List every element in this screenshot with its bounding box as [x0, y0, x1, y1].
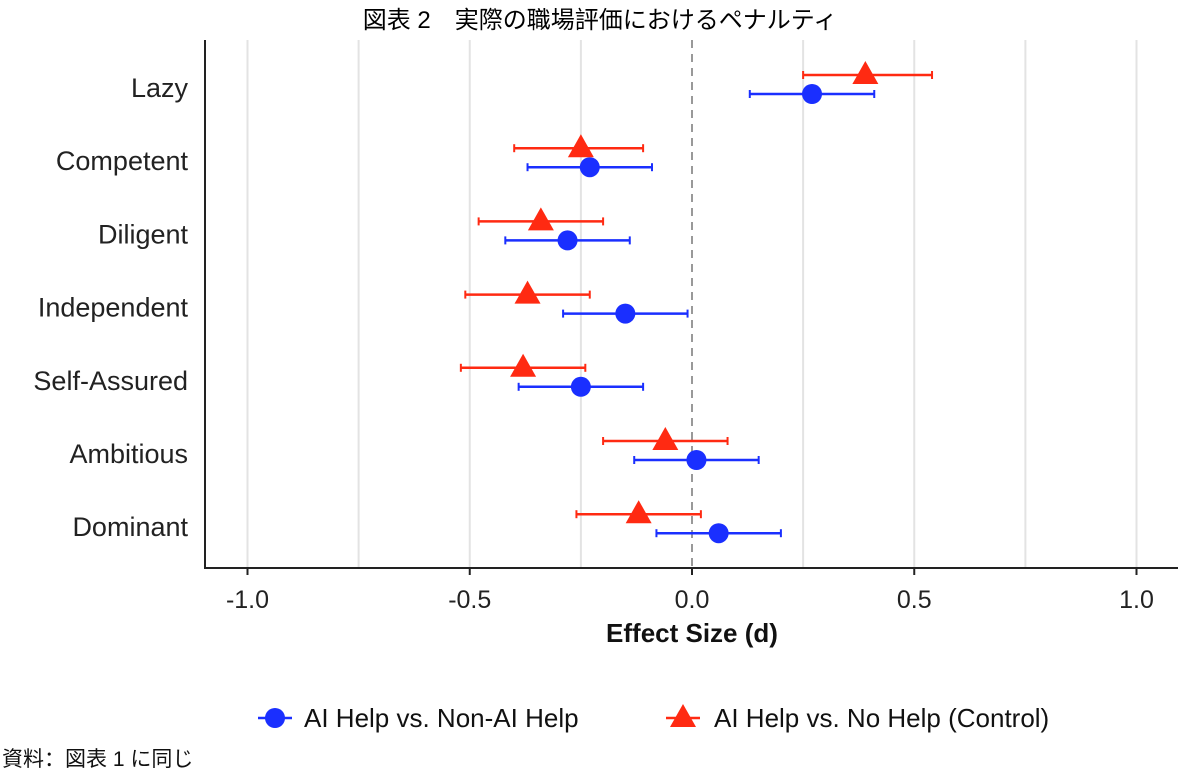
- data-point-triangle: [567, 134, 594, 158]
- y-category-label: Diligent: [98, 219, 189, 249]
- y-category-label: Ambitious: [69, 439, 188, 469]
- source-note: 資料：図表 1 に同じ: [2, 748, 193, 771]
- data-point-circle: [615, 303, 636, 324]
- data-point-circle: [557, 230, 578, 251]
- data-point-triangle: [514, 280, 541, 304]
- data-point-triangle: [852, 61, 879, 84]
- y-category-label: Independent: [38, 293, 189, 323]
- x-tick-label: 0.5: [897, 586, 932, 614]
- x-tick-label: -0.5: [448, 586, 491, 614]
- y-category-label: Competent: [56, 146, 189, 176]
- data-point-triangle: [510, 353, 537, 377]
- legend-circle-icon: [265, 708, 285, 728]
- legend-label-ai-vs-nonai: AI Help vs. Non-AI Help: [304, 703, 579, 733]
- y-category-label: Self-Assured: [33, 366, 188, 396]
- legend: AI Help vs. Non-AI Help AI Help vs. No H…: [258, 703, 1049, 733]
- legend-label-ai-vs-nohelp: AI Help vs. No Help (Control): [714, 703, 1049, 733]
- data-point-triangle: [625, 500, 652, 524]
- x-tick-label: -1.0: [226, 586, 269, 614]
- data-point-circle: [708, 523, 729, 544]
- chart-title: 図表 2 実際の職場評価におけるペナルティ: [363, 7, 838, 34]
- data-point-circle: [802, 84, 823, 104]
- x-tick-label: 0.0: [675, 586, 710, 614]
- data-point-circle: [570, 376, 591, 397]
- y-category-label: Dominant: [72, 512, 188, 542]
- legend-triangle-icon: [670, 704, 696, 727]
- data-point-triangle: [527, 207, 554, 231]
- data-point-circle: [579, 157, 600, 178]
- data-point-circle: [686, 450, 707, 470]
- y-category-label: Lazy: [131, 73, 189, 103]
- data-point-triangle: [652, 427, 679, 450]
- x-axis-label: Effect Size (d): [606, 618, 778, 648]
- x-tick-label: 1.0: [1119, 586, 1154, 614]
